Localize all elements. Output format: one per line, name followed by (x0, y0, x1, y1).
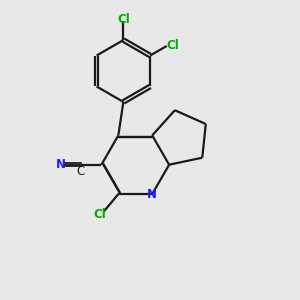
Text: Cl: Cl (117, 13, 130, 26)
Text: Cl: Cl (167, 39, 179, 52)
Text: N: N (147, 188, 157, 200)
Text: Cl: Cl (94, 208, 106, 221)
Text: C: C (77, 165, 85, 178)
Text: N: N (56, 158, 65, 171)
